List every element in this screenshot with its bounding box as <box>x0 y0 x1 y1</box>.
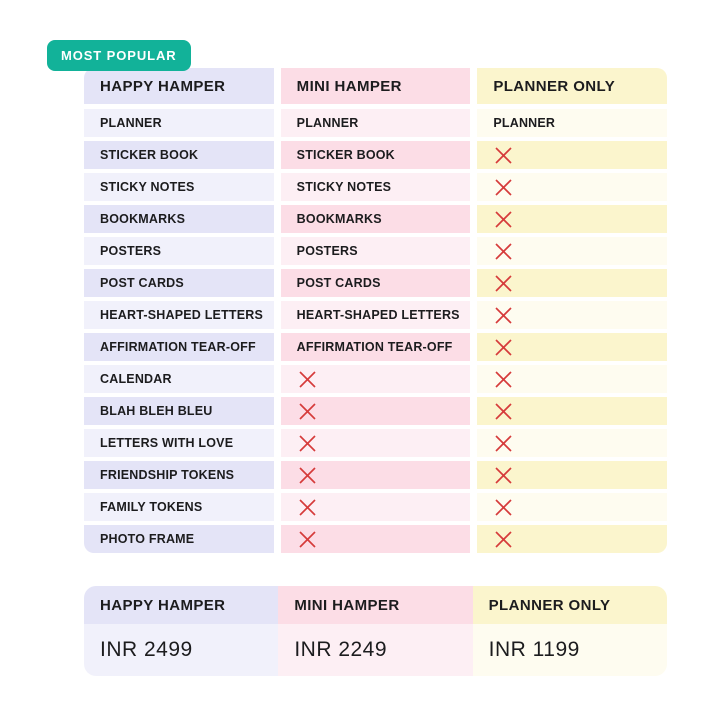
item-cell: PHOTO FRAME <box>84 525 274 553</box>
cross-cell <box>280 365 471 393</box>
cross-icon <box>299 498 316 516</box>
item-cell: POST CARDS <box>84 269 274 297</box>
item-cell: HEART-SHAPED LETTERS <box>84 301 274 329</box>
item-cell: STICKER BOOK <box>84 141 274 169</box>
item-cell: AFFIRMATION TEAR-OFF <box>280 333 471 361</box>
most-popular-badge: MOST POPULAR <box>47 40 191 71</box>
price-value-planner-only: INR 1199 <box>472 624 667 676</box>
cross-cell <box>477 173 668 201</box>
cross-icon <box>495 434 512 452</box>
cross-cell <box>280 525 471 553</box>
column-header-mini-hamper: MINI HAMPER <box>280 68 471 104</box>
cross-cell <box>280 397 471 425</box>
cross-icon <box>495 210 512 228</box>
cross-icon <box>495 306 512 324</box>
cross-icon <box>495 146 512 164</box>
pricing-table: HAPPY HAMPER MINI HAMPER PLANNER ONLY INR 2… <box>84 586 667 676</box>
cross-cell <box>477 493 668 521</box>
price-value-happy-hamper: INR 2499 <box>84 624 279 676</box>
price-header-planner-only: PLANNER ONLY <box>472 586 667 624</box>
item-cell: AFFIRMATION TEAR-OFF <box>84 333 274 361</box>
comparison-table: HAPPY HAMPER PLANNER STICKER BOOK STICKY NO… <box>84 68 668 553</box>
cross-cell <box>477 429 668 457</box>
item-cell: HEART-SHAPED LETTERS <box>280 301 471 329</box>
cross-icon <box>495 402 512 420</box>
cross-cell <box>477 141 668 169</box>
cross-icon <box>299 530 316 548</box>
item-cell: STICKY NOTES <box>84 173 274 201</box>
cross-cell <box>280 429 471 457</box>
item-cell: CALENDAR <box>84 365 274 393</box>
cross-cell <box>280 493 471 521</box>
most-popular-badge-label: MOST POPULAR <box>61 48 177 63</box>
item-cell: FRIENDSHIP TOKENS <box>84 461 274 489</box>
cross-cell <box>477 237 668 265</box>
item-cell: STICKY NOTES <box>280 173 471 201</box>
column-header-planner-only: PLANNER ONLY <box>477 68 668 104</box>
cross-icon <box>495 338 512 356</box>
column-happy-hamper: HAPPY HAMPER PLANNER STICKER BOOK STICKY NO… <box>84 68 274 553</box>
cross-icon <box>299 402 316 420</box>
cross-icon <box>495 274 512 292</box>
cross-icon <box>299 434 316 452</box>
cross-icon <box>299 370 316 388</box>
column-mini-hamper: MINI HAMPER PLANNER STICKER BOOK STICKY NOT… <box>280 68 471 553</box>
item-cell: LETTERS WITH LOVE <box>84 429 274 457</box>
item-cell: POSTERS <box>84 237 274 265</box>
cross-cell <box>280 461 471 489</box>
item-cell: PLANNER <box>84 109 274 137</box>
item-cell: POSTERS <box>280 237 471 265</box>
cross-cell <box>477 461 668 489</box>
cross-cell <box>477 269 668 297</box>
item-cell: FAMILY TOKENS <box>84 493 274 521</box>
column-header-happy-hamper: HAPPY HAMPER <box>84 68 274 104</box>
cross-icon <box>495 178 512 196</box>
item-cell: PLANNER <box>280 109 471 137</box>
cross-cell <box>477 301 668 329</box>
cross-icon <box>495 242 512 260</box>
cross-icon <box>495 466 512 484</box>
item-cell: POST CARDS <box>280 269 471 297</box>
column-planner-only: PLANNER ONLY PLANNER <box>477 68 668 553</box>
price-value-mini-hamper: INR 2249 <box>278 624 473 676</box>
item-cell: BOOKMARKS <box>84 205 274 233</box>
cross-cell <box>477 365 668 393</box>
cross-icon <box>495 370 512 388</box>
cross-icon <box>495 498 512 516</box>
price-header-mini-hamper: MINI HAMPER <box>278 586 473 624</box>
cross-cell <box>477 397 668 425</box>
item-cell: PLANNER <box>477 109 668 137</box>
cross-cell <box>477 205 668 233</box>
item-cell: STICKER BOOK <box>280 141 471 169</box>
cross-icon <box>495 530 512 548</box>
cross-cell <box>477 525 668 553</box>
price-header-happy-hamper: HAPPY HAMPER <box>84 586 279 624</box>
cross-cell <box>477 333 668 361</box>
item-cell: BOOKMARKS <box>280 205 471 233</box>
cross-icon <box>299 466 316 484</box>
item-cell: BLAH BLEH BLEU <box>84 397 274 425</box>
